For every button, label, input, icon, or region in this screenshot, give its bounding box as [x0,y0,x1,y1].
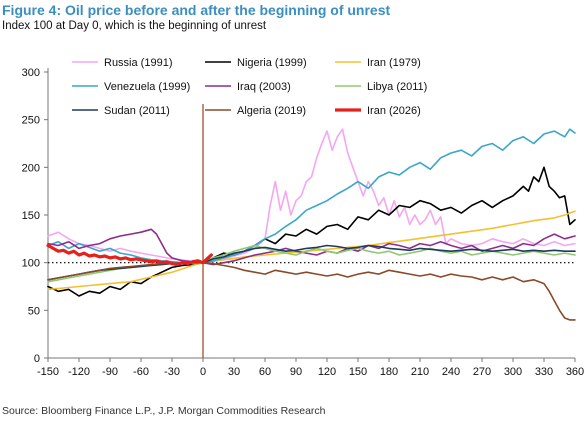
legend-item: Iraq (2003) [205,81,291,93]
legend-item: Libya (2011) [335,81,427,93]
y-tick-label: 150 [22,210,40,222]
y-tick-label: 100 [22,258,40,270]
y-tick-label: 0 [34,353,40,365]
y-tick-label: 250 [22,115,40,127]
y-tick-label: 50 [28,305,40,317]
legend: Russia (1991) Nigeria (1999) Iran (1979) Ve… [72,57,427,117]
x-tick-label: 300 [504,366,522,378]
source-note: Source: Bloomberg Finance L.P., J.P. Mor… [2,405,326,417]
series-line [47,210,576,291]
x-tick-label: 90 [290,366,302,378]
x-tick-label: 210 [411,366,429,378]
legend-item: Algeria (2019) [205,105,306,117]
x-tick-label: 180 [380,366,398,378]
chart-subtitle: Index 100 at Day 0, which is the beginni… [2,20,267,32]
x-tick-label: 240 [442,366,460,378]
series-line [47,166,576,297]
x-tick-label: -90 [102,366,118,378]
legend-label: Nigeria (1999) [237,57,307,69]
series-line [46,243,213,267]
x-tick-label: 270 [473,366,491,378]
legend-item: Sudan (2011) [72,105,170,117]
x-tick-label: 60 [259,366,271,378]
legend-item: Iran (2026) [335,105,421,117]
legend-label: Iran (1979) [367,57,421,69]
legend-label: Libya (2011) [367,81,427,93]
x-tick-label: 0 [200,366,206,378]
legend-item: Venezuela (1999) [72,81,190,93]
legend-label: Iraq (2003) [237,81,291,93]
x-tick-label: 150 [349,366,367,378]
axes: 0 50 100 150 200 250 300 -150 -120 -90 -60 -30 0 30 60… [22,67,585,378]
x-tick-label: 330 [535,366,553,378]
series-lines [46,128,576,321]
series-line [47,128,576,264]
x-tick-label: 120 [318,366,336,378]
y-tick-label: 200 [22,162,40,174]
legend-item: Nigeria (1999) [205,57,307,69]
series-line [47,244,576,281]
legend-label: Russia (1991) [104,57,172,69]
series-line [47,261,576,321]
legend-label: Venezuela (1999) [104,81,190,93]
legend-item: Iran (1979) [335,57,421,69]
legend-label: Sudan (2011) [104,105,170,117]
x-tick-label: -30 [164,366,180,378]
x-tick-label: -60 [133,366,149,378]
series-line [47,128,576,265]
x-tick-label: 30 [228,366,240,378]
legend-item: Russia (1991) [72,57,172,69]
legend-label: Algeria (2019) [237,105,306,117]
x-tick-label: 360 [566,366,584,378]
y-tick-label: 300 [22,67,40,79]
legend-label: Iran (2026) [367,105,421,117]
x-tick-label: -120 [68,366,90,378]
chart-title: Figure 4: Oil price before and after the… [2,2,391,18]
x-tick-label: -150 [37,366,59,378]
